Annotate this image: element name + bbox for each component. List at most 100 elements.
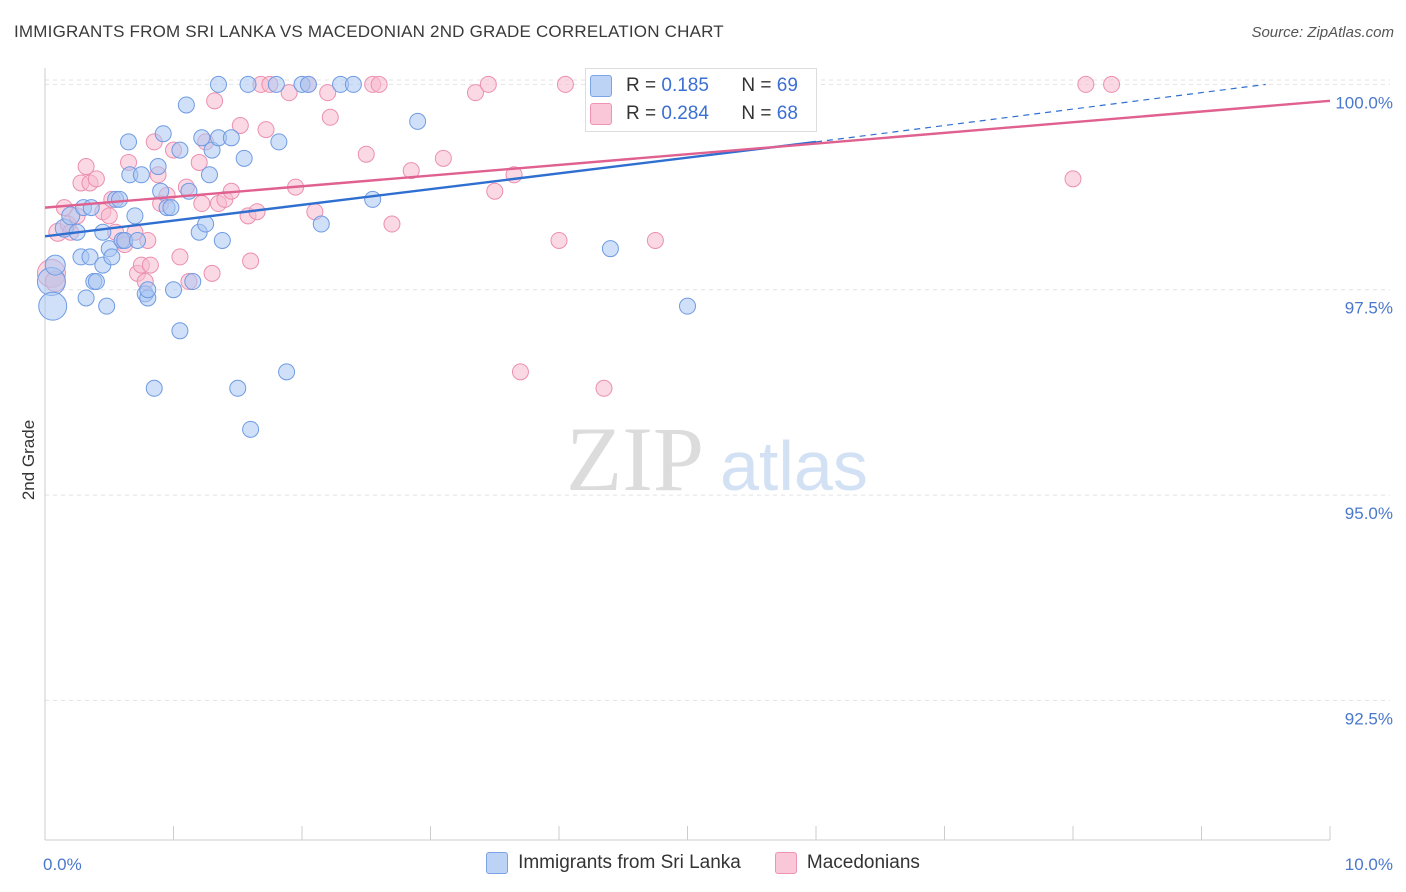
watermark-atlas: atlas [720,427,868,505]
macedonians-point [1064,170,1082,188]
macedonians-point [206,92,224,110]
r-value-macedonians: 0.284 [661,103,709,124]
sri-lanka-point [229,379,247,397]
macedonians-point [319,84,337,102]
sri-lanka-point [126,207,144,225]
series-sri-lanka-points [36,75,696,438]
r-label: R = [626,103,657,124]
macedonians-swatch [590,103,612,125]
sri-lanka-point [111,190,129,208]
sri-lanka-point [154,125,172,143]
macedonians-point [100,207,118,225]
macedonians-point [87,170,105,188]
sri-lanka-point [165,281,182,299]
y-tick-label: 95.0% [1345,504,1393,523]
macedonians-point [171,248,189,266]
macedonians-point [141,256,159,274]
legend-item-macedonians[interactable]: Macedonians [774,852,920,874]
macedonians-point [646,231,664,249]
sri-lanka-point [81,248,99,266]
n-value-sri-lanka: 69 [776,75,798,96]
sri-lanka-point [77,289,95,307]
sri-lanka-point [162,199,180,217]
sri-lanka-point [409,112,427,130]
sri-lanka-point [82,199,100,217]
tick-labels: 92.5% 95.0% 97.5% 100.0% 0.0% 10.0% [43,93,1393,874]
grid-lines [45,79,1390,701]
sri-lanka-point [171,322,189,340]
r-label: R = [626,75,657,96]
chart-title: IMMIGRANTS FROM SRI LANKA VS MACEDONIAN … [14,22,724,41]
source-label: Source: ZipAtlas.com [1251,24,1394,41]
macedonians-point [595,379,613,397]
macedonians-point [370,75,388,93]
sri-lanka-point [200,166,218,184]
trend-lines [44,83,1331,238]
macedonians-point [77,158,95,176]
legend-label-macedonians: Macedonians [806,852,920,873]
macedonians-point [383,215,401,233]
macedonians-point [242,252,260,270]
axes [44,68,1331,841]
macedonians-trend-line [44,99,1331,209]
sri-lanka-point [242,420,260,438]
sri-lanka-point [94,223,112,241]
sri-lanka-trend-line [44,140,817,238]
legend-swatch-sri-lanka [486,852,509,874]
sri-lanka-point [129,231,147,249]
macedonians-point [321,108,339,126]
n-value-macedonians: 68 [776,103,798,124]
sri-lanka-point [344,75,362,93]
legend: Immigrants from Sri Lanka Macedonians [0,852,1406,874]
macedonians-point [511,363,529,381]
macedonians-point [193,195,211,213]
sri-lanka-point [679,297,696,315]
sri-lanka-point [38,291,68,321]
sri-lanka-point [299,75,317,93]
sri-lanka-point [98,297,116,315]
macedonians-point [1077,75,1095,93]
legend-label-sri-lanka: Immigrants from Sri Lanka [518,852,741,873]
macedonians-point [402,162,420,180]
macedonians-point [434,149,452,167]
sri-lanka-point [44,254,66,276]
stats-row-macedonians: R = 0.284 N = 68 [586,100,798,128]
macedonians-point [280,84,298,102]
sri-lanka-point [213,231,231,249]
stats-row-sri-lanka: R = 0.185 N = 69 [586,72,798,100]
sri-lanka-point [177,96,195,114]
macedonians-point [550,231,568,249]
macedonians-point [231,116,249,134]
macedonians-point [1103,75,1121,93]
macedonians-point [257,121,275,139]
sri-lanka-point [267,75,285,93]
sri-lanka-point [239,75,257,93]
sri-lanka-point [171,141,189,159]
sri-lanka-point [132,166,150,184]
sri-lanka-trend-extension [815,83,1266,143]
r-value-sri-lanka: 0.185 [661,75,709,96]
sri-lanka-point [278,363,296,381]
n-label: N = [741,75,772,96]
sri-lanka-point [120,133,138,151]
sri-lanka-point [222,129,240,147]
legend-item-sri-lanka[interactable]: Immigrants from Sri Lanka [486,852,741,874]
macedonians-point [556,75,574,93]
sri-lanka-point [149,158,167,176]
sri-lanka-point [103,248,121,266]
sri-lanka-point [601,240,619,258]
sri-lanka-point [209,75,227,93]
sri-lanka-point [184,273,202,291]
macedonians-point [190,153,208,171]
x-tick-label-max: 10.0% [1345,855,1393,874]
y-axis-label: 2nd Grade [19,420,38,500]
sri-lanka-swatch [590,75,612,97]
macedonians-point [466,84,484,102]
y-tick-label: 97.5% [1345,299,1393,318]
sri-lanka-point [364,190,382,208]
sri-lanka-point [139,281,157,299]
n-label: N = [741,103,772,124]
x-tick-label-min: 0.0% [43,855,82,874]
sri-lanka-point [270,133,288,151]
